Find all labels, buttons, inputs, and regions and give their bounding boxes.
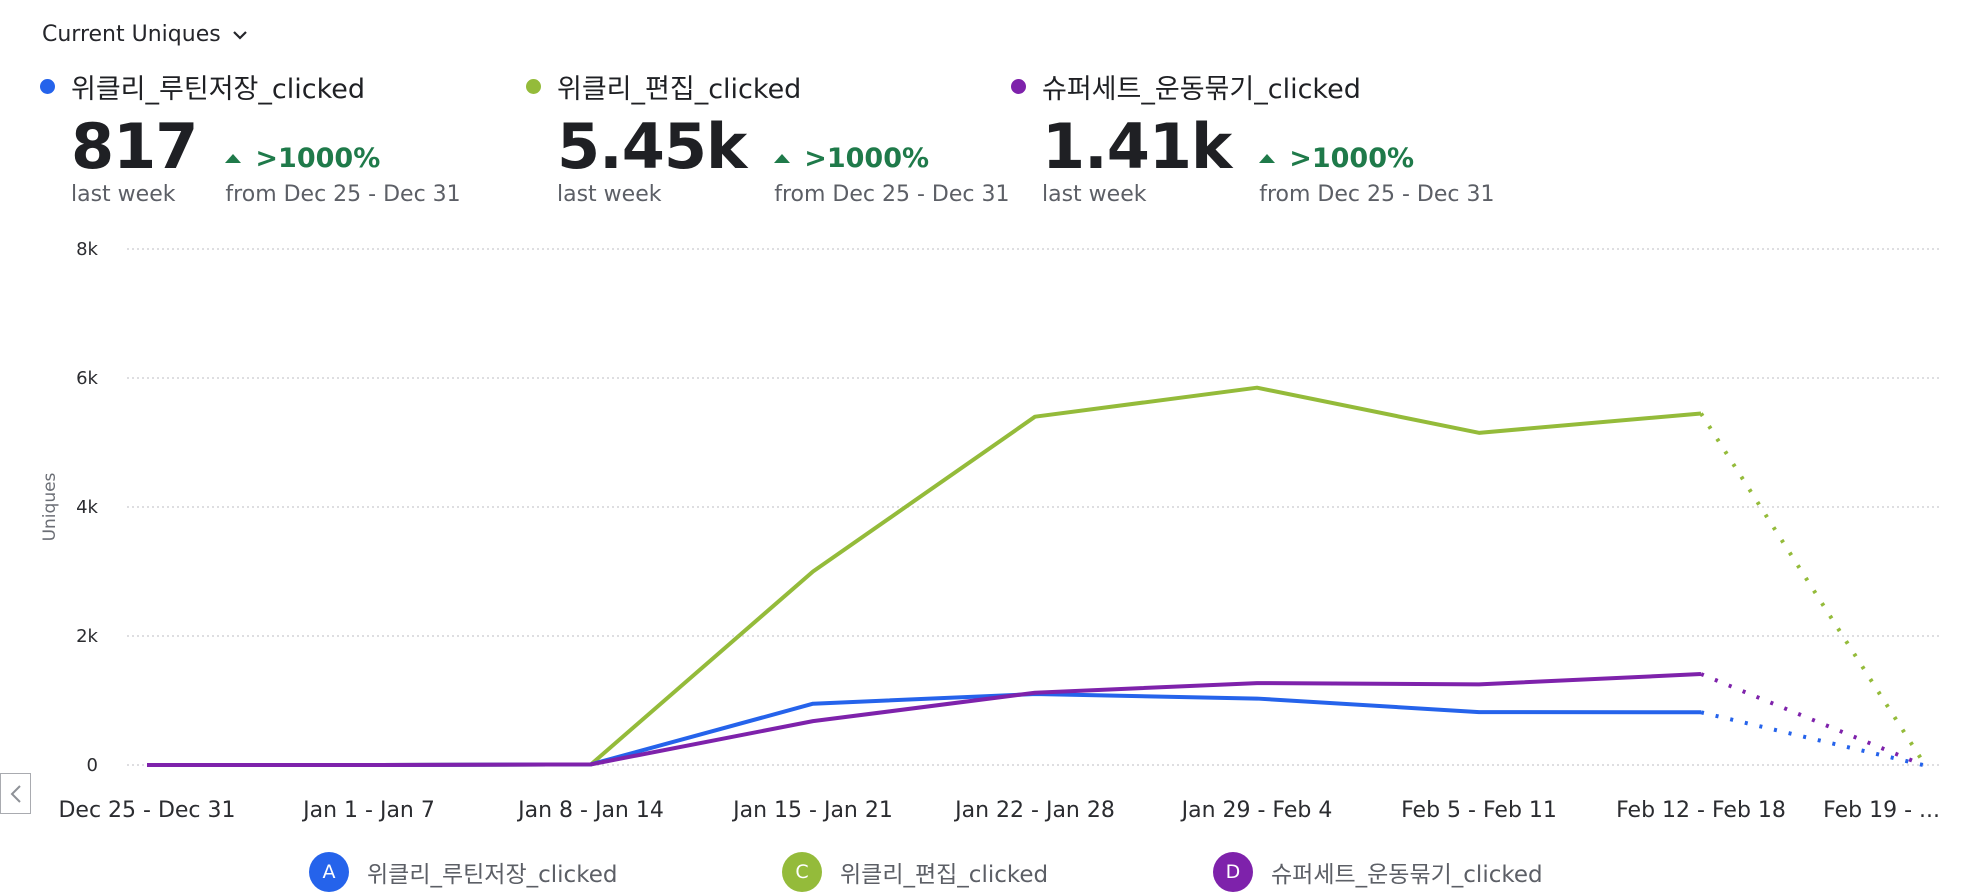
x-tick-label: Jan 1 - Jan 7: [301, 798, 435, 823]
stat-change: >1000%: [1289, 142, 1415, 174]
stat-title: 위클리_루틴저장_clicked: [71, 73, 365, 105]
stat-compare: from Dec 25 - Dec 31: [225, 182, 461, 207]
metric-selector[interactable]: Current Uniques: [42, 22, 249, 47]
x-tick-label: Jan 29 - Feb 4: [1180, 798, 1333, 823]
stat-change: >1000%: [804, 142, 930, 174]
series-line-incomplete: [1699, 412, 1925, 763]
chevron-down-icon: [232, 30, 247, 40]
trend-up-icon: [774, 153, 791, 163]
series-line-incomplete: [1700, 672, 1924, 767]
x-axis-ticks: Dec 25 - Dec 31 Jan 1 - Jan 7 Jan 8 - Jan …: [58, 798, 1940, 823]
stat-period: last week: [71, 182, 176, 207]
scroll-left-button[interactable]: [0, 773, 31, 814]
stat-card: 위클리_루틴저장_clicked 817 last week >1000% fr…: [40, 66, 461, 208]
stat-title: 슈퍼세트_운동묶기_clicked: [1042, 73, 1361, 105]
stat-card: 위클리_편집_clicked 5.45k last week >1000% fr…: [526, 66, 1009, 208]
legend-badge: A: [309, 852, 349, 892]
x-tick-label: Feb 19 - ...: [1823, 798, 1940, 823]
gridlines: [127, 248, 1942, 766]
y-tick-label: 4k: [76, 497, 98, 518]
chevron-left-icon: [10, 784, 21, 803]
legend-item[interactable]: A 위클리_루틴저장_clicked: [309, 852, 617, 892]
legend-item[interactable]: C 위클리_편집_clicked: [782, 852, 1048, 892]
legend-label: 슈퍼세트_운동묶기_clicked: [1271, 862, 1543, 888]
stat-value: 817: [71, 110, 198, 183]
series-line: [147, 692, 1702, 767]
stat-title: 위클리_편집_clicked: [557, 73, 802, 105]
y-tick-label: 8k: [76, 239, 98, 260]
stat-value: 5.45k: [557, 110, 747, 183]
stat-period: last week: [1042, 182, 1147, 207]
trend-up-icon: [225, 153, 242, 163]
x-tick-label: Feb 12 - Feb 18: [1616, 798, 1786, 823]
x-tick-label: Jan 8 - Jan 14: [516, 798, 664, 823]
stat-change: >1000%: [255, 142, 381, 174]
x-tick-label: Jan 22 - Jan 28: [953, 798, 1115, 823]
legend-label: 위클리_편집_clicked: [840, 862, 1049, 888]
chart-legend: A 위클리_루틴저장_clicked C 위클리_편집_clicked D 슈퍼…: [0, 852, 1978, 892]
legend-badge: D: [1213, 852, 1253, 892]
series-color-dot: [526, 78, 541, 94]
line-chart: 0 2k 4k 6k 8k Uniques Dec 25 - Dec 31 Jan 1 -…: [40, 239, 1942, 823]
x-tick-label: Dec 25 - Dec 31: [58, 798, 235, 823]
y-tick-label: 0: [87, 755, 98, 776]
y-tick-label: 6k: [76, 368, 98, 389]
legend-badge: C: [782, 852, 822, 892]
stat-value: 1.41k: [1042, 110, 1232, 183]
stat-compare: from Dec 25 - Dec 31: [1259, 182, 1495, 207]
stat-card: 슈퍼세트_운동묶기_clicked 1.41k last week >1000%…: [1011, 66, 1494, 208]
y-tick-label: 2k: [76, 626, 98, 647]
trend-up-icon: [1259, 153, 1276, 163]
x-tick-label: Feb 5 - Feb 11: [1401, 798, 1557, 823]
series-2: [146, 672, 1924, 767]
y-axis-title: Uniques: [40, 472, 60, 541]
legend-label: 위클리_루틴저장_clicked: [367, 862, 618, 888]
legend-item[interactable]: D 슈퍼세트_운동묶기_clicked: [1213, 852, 1543, 892]
x-tick-label: Jan 15 - Jan 21: [731, 798, 893, 823]
series-0: [146, 692, 1924, 767]
metric-selector-label: Current Uniques: [42, 22, 221, 47]
series-line: [147, 672, 1702, 767]
y-axis-ticks: 0 2k 4k 6k 8k: [76, 239, 98, 776]
series-lines: [146, 385, 1925, 767]
series-1: [146, 385, 1925, 767]
series-color-dot: [1011, 78, 1026, 94]
stat-period: last week: [557, 182, 662, 207]
series-color-dot: [40, 78, 55, 94]
stat-compare: from Dec 25 - Dec 31: [774, 182, 1010, 207]
